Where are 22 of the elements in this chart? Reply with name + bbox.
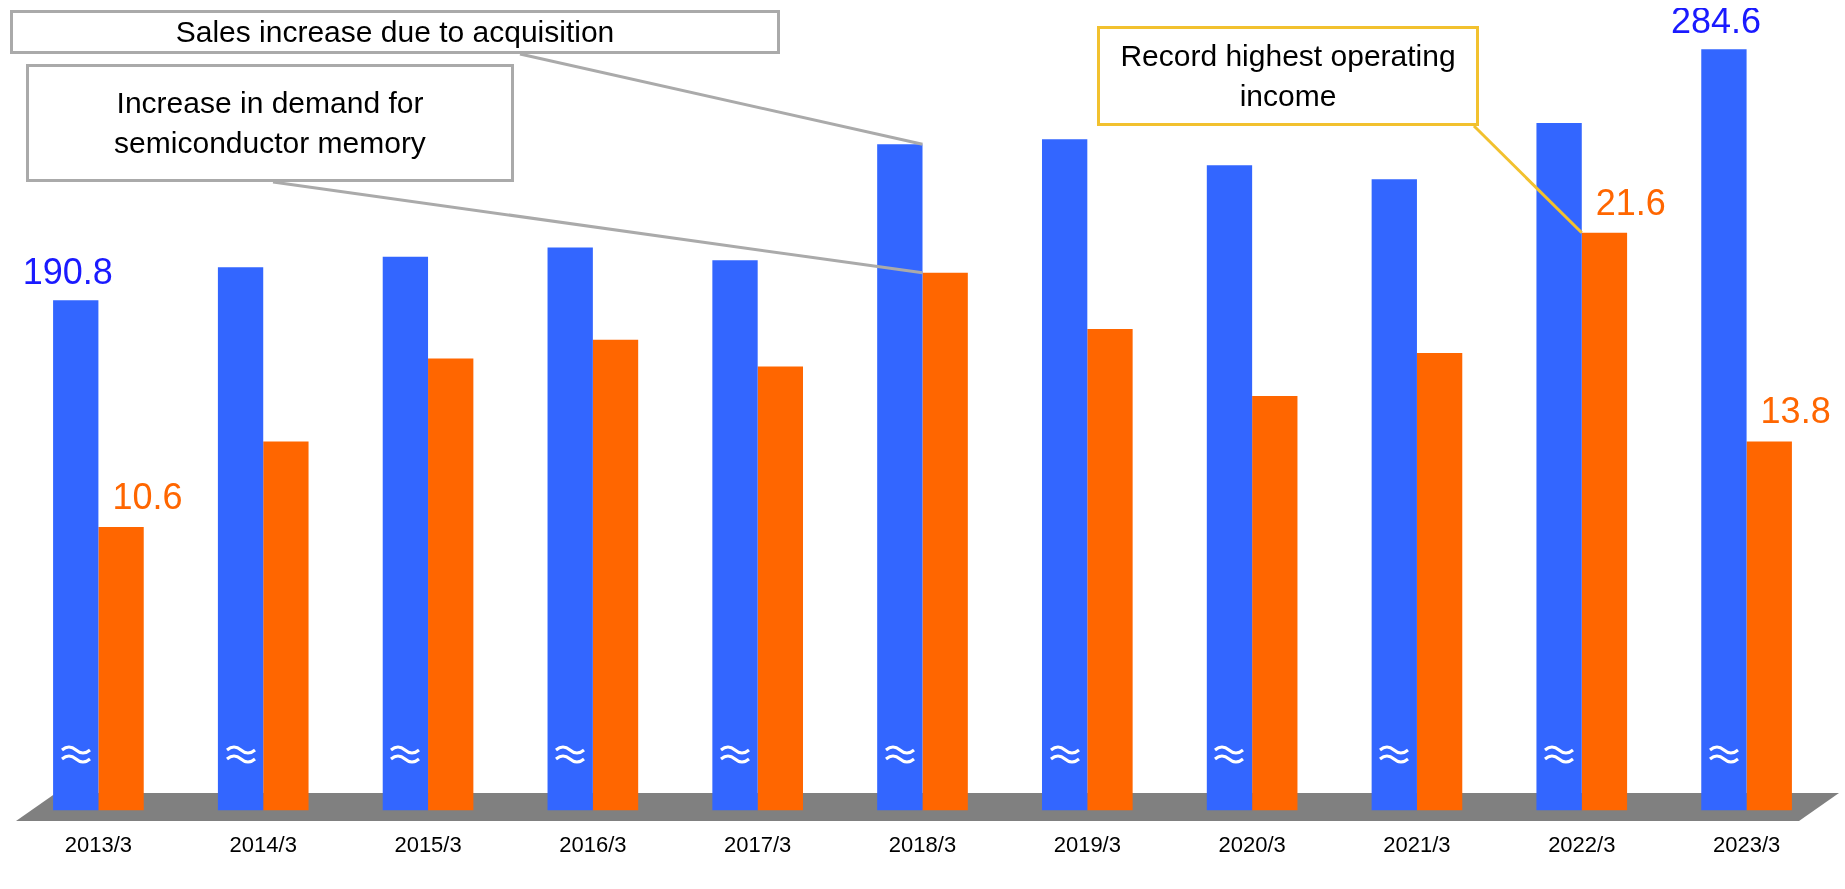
data-label: 284.6 [1670,0,1761,42]
x-tick-label: 2018/3 [888,831,957,857]
x-tick-label: 2013/3 [64,831,133,857]
x-tick-label: 2023/3 [1712,831,1781,857]
x-tick-label: 2014/3 [229,831,297,857]
x-tick-label: 2016/3 [559,831,627,857]
x-tick-label: 2019/3 [1053,831,1121,857]
x-tick-label: 2017/3 [724,831,792,857]
x-tick-label: 2021/3 [1383,831,1451,857]
data-label: 10.6 [112,475,183,517]
data-label: 13.8 [1760,390,1831,432]
annotation: Sales increase due to acquisition [175,14,615,50]
data-label: 21.6 [1595,181,1666,223]
callout-box: Record highest operating income [1097,26,1479,126]
x-tick-label: 2022/3 [1548,831,1616,857]
x-tick-label: 2015/3 [394,831,462,857]
data-label: 190.8 [22,251,113,293]
annotation: Increase in demand for semiconductor memory [113,85,427,161]
callout-box: Sales increase due to acquisition [10,10,780,54]
callout-box: Increase in demand for semiconductor memory [26,64,514,182]
annotation: Record highest operating income [1120,38,1456,114]
x-tick-label: 2020/3 [1218,831,1286,857]
